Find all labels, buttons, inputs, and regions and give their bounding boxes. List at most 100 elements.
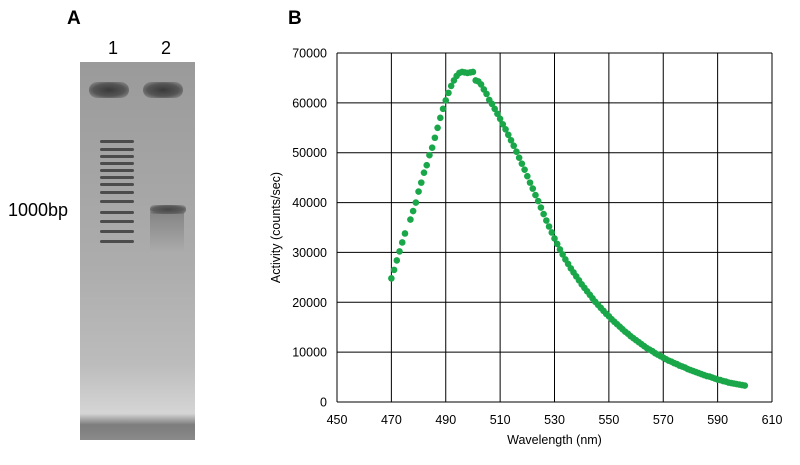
y-tick-label: 20000 (292, 296, 327, 310)
x-tick-label: 550 (598, 413, 619, 427)
data-point (442, 97, 450, 104)
lane-2-label: 2 (161, 38, 172, 58)
data-point (510, 142, 518, 150)
data-point (423, 161, 431, 169)
y-tick-label: 40000 (292, 196, 327, 210)
x-tick-label: 470 (381, 413, 402, 427)
lane-1-label: 1 (108, 38, 119, 58)
data-point (556, 246, 564, 253)
y-tick-label: 30000 (292, 246, 327, 260)
data-point (499, 120, 507, 128)
data-point (559, 251, 566, 258)
y-axis-label: Activity (counts/sec) (269, 172, 283, 283)
data-point (540, 210, 547, 218)
x-tick-label: 570 (653, 413, 674, 427)
data-point (545, 223, 553, 230)
x-tick-label: 530 (544, 413, 565, 427)
data-point (415, 188, 422, 195)
data-point (388, 275, 395, 282)
data-point (491, 105, 498, 113)
x-tick-labels: 450 470 490 510 530 550 570 590 610 (327, 413, 783, 427)
marker-size-label: 1000bp (8, 200, 69, 220)
data-point (537, 204, 545, 211)
gel-image (80, 62, 195, 440)
data-point (396, 248, 403, 255)
data-point (553, 240, 561, 248)
data-point (412, 199, 420, 206)
data-point (426, 151, 433, 159)
y-tick-labels: 0 10000 20000 30000 40000 50000 60000 70000 (292, 47, 327, 410)
ladder-band (100, 211, 134, 214)
ladder-band (100, 240, 134, 243)
data-point (741, 382, 749, 389)
y-tick-label: 60000 (292, 96, 327, 110)
data-point (401, 230, 409, 237)
ladder-band (100, 162, 134, 165)
sample-band (150, 205, 186, 214)
y-tick-label: 50000 (292, 146, 327, 160)
data-point (496, 115, 504, 123)
data-point (488, 100, 496, 108)
panel-a-label: A (67, 8, 81, 29)
data-point (447, 82, 455, 90)
data-point (513, 148, 520, 156)
ladder-band (100, 220, 134, 223)
x-tick-label: 490 (435, 413, 456, 427)
ladder-band (100, 140, 134, 143)
x-tick-label: 510 (490, 413, 511, 427)
data-point (483, 90, 490, 98)
data-point (469, 68, 477, 76)
y-tick-label: 70000 (292, 47, 327, 61)
ladder-band (100, 183, 134, 186)
data-point (428, 144, 436, 152)
data-point (407, 216, 414, 223)
sample-smear (150, 212, 184, 252)
data-point (532, 191, 539, 199)
y-tick-label: 10000 (292, 346, 327, 360)
data-point (502, 125, 509, 133)
gel-well-1 (89, 82, 129, 98)
panel-b-label: B (288, 8, 302, 29)
data-point (551, 235, 558, 242)
x-tick-label: 590 (707, 413, 728, 427)
ladder-band (100, 176, 134, 179)
ladder-band (100, 148, 134, 151)
data-points (388, 68, 749, 389)
data-point (417, 179, 425, 186)
data-point (507, 136, 515, 144)
x-tick-label: 450 (327, 413, 348, 427)
x-tick-label: 610 (762, 413, 783, 427)
ladder-band (100, 200, 134, 203)
ladder-band (100, 230, 134, 233)
data-point (420, 169, 428, 176)
data-point (524, 172, 531, 180)
data-point (445, 89, 452, 97)
ladder-band (100, 191, 134, 194)
ladder-band (100, 169, 134, 172)
data-point (494, 110, 501, 118)
data-point (437, 114, 444, 122)
x-axis-label: Wavelength (nm) (507, 433, 602, 447)
data-point (534, 197, 542, 205)
data-point (521, 166, 528, 173)
data-point (529, 185, 537, 192)
data-point (390, 266, 398, 274)
data-point (515, 154, 523, 161)
data-point (409, 207, 417, 215)
data-point (439, 105, 447, 113)
data-point (393, 257, 401, 264)
y-tick-label: 0 (320, 396, 327, 410)
ladder-band (100, 155, 134, 158)
data-point (434, 124, 441, 132)
data-point (477, 81, 485, 88)
data-point (398, 239, 406, 246)
data-point (526, 179, 534, 186)
data-point (548, 229, 556, 236)
data-point (431, 134, 439, 142)
data-point (504, 131, 512, 139)
data-point (543, 217, 550, 224)
data-point (518, 160, 526, 167)
emission-spectrum-chart: 450 470 490 510 530 550 570 590 610 0 10000 20000 3… (269, 47, 783, 448)
chart-grid (336, 52, 773, 403)
gel-well-2 (143, 82, 183, 98)
